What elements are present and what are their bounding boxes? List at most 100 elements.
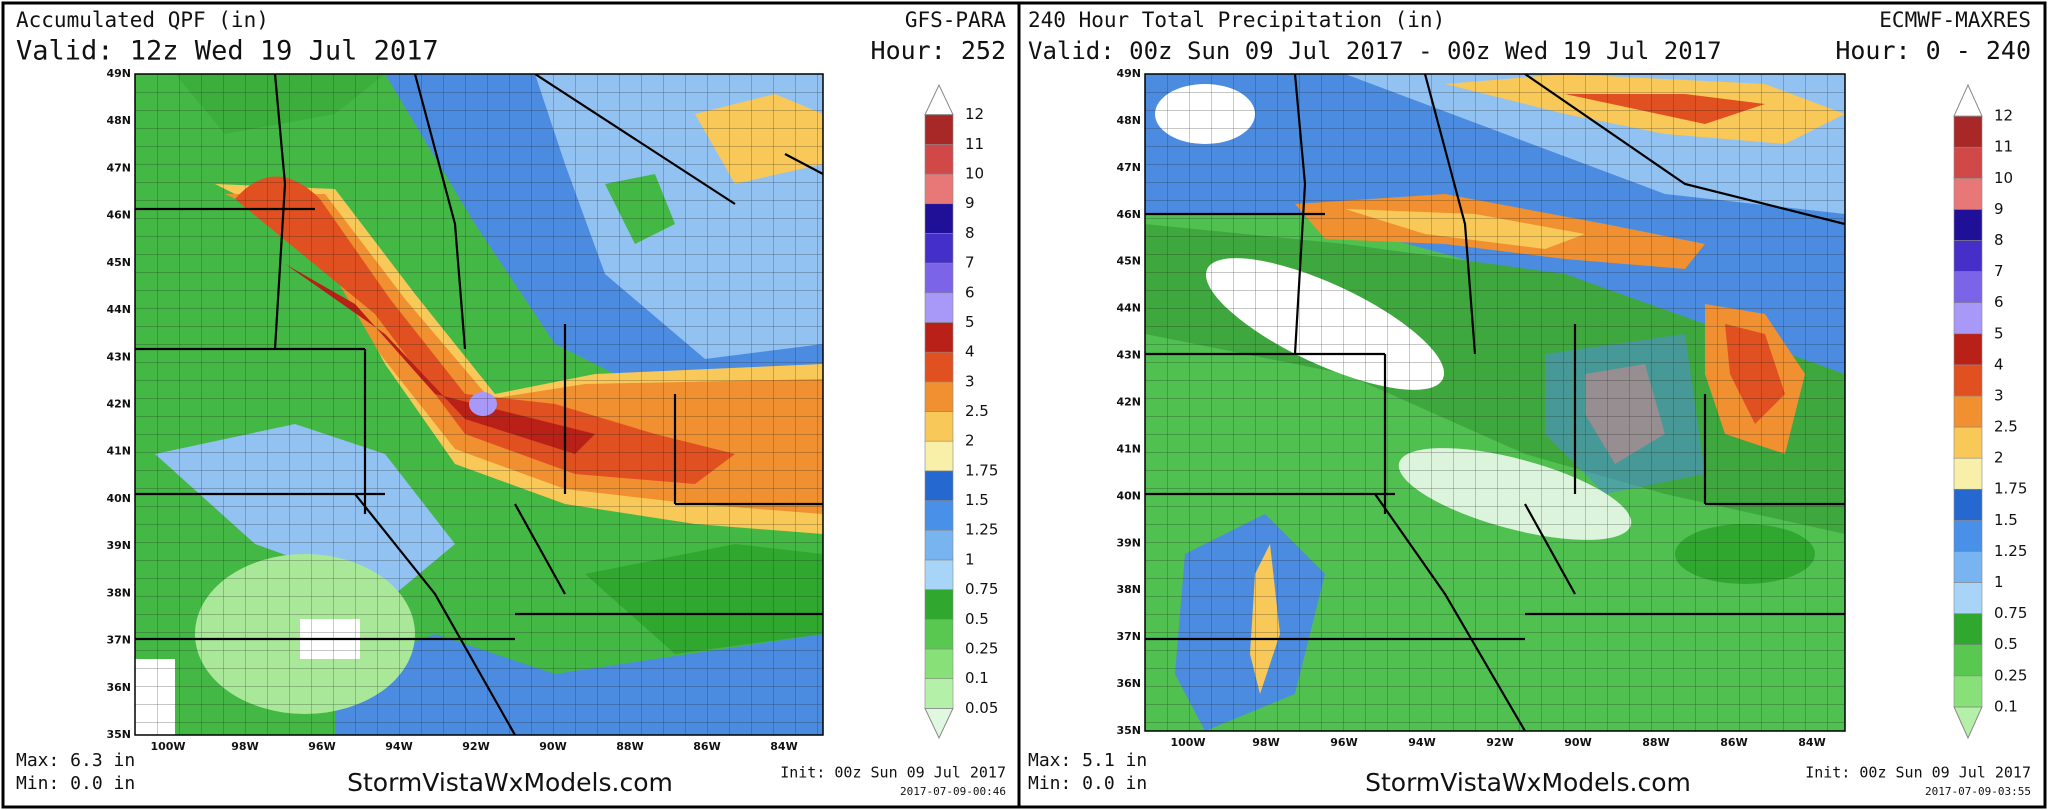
- max-value: Max: 5.1 in: [1028, 750, 1147, 771]
- latitude-label: 49N: [106, 67, 131, 80]
- latitude-label: 37N: [1116, 630, 1141, 643]
- map: [1145, 74, 1845, 731]
- latitude-label: 40N: [1116, 489, 1141, 502]
- colorbar-label: 1.75: [1994, 480, 2027, 498]
- colorbar-label: 2.5: [1994, 418, 2018, 436]
- longitude-label: 84W: [770, 740, 797, 753]
- init-time: Init: 00z Sun 09 Jul 2017: [1805, 764, 2031, 782]
- latitude-label: 35N: [1116, 724, 1141, 737]
- longitude-label: 90W: [539, 740, 566, 753]
- latitude-label: 38N: [1116, 583, 1141, 596]
- colorbar-box: [924, 173, 954, 205]
- colorbar-label: 0.1: [1994, 697, 2018, 715]
- longitude-label: 84W: [1798, 736, 1825, 749]
- latitude-label: 36N: [1116, 677, 1141, 690]
- panel-title: 240 Hour Total Precipitation (in): [1028, 8, 1445, 32]
- colorbar-box: [924, 678, 954, 709]
- panel-title: Accumulated QPF (in): [16, 8, 269, 32]
- colorbar-label: 0.05: [965, 699, 998, 717]
- latitude-label: 47N: [106, 161, 131, 174]
- colorbar-box: [1953, 333, 1983, 366]
- colorbar-box: [1953, 240, 1983, 272]
- colorbar-label: 12: [1994, 107, 2013, 125]
- colorbar-label: 1.25: [965, 521, 998, 539]
- colorbar-label: 7: [1994, 262, 2004, 280]
- colorbar-label: 2.5: [965, 402, 989, 420]
- latitude-label: 46N: [106, 209, 131, 222]
- latitude-label: 41N: [1116, 442, 1141, 455]
- colorbar-box: [1953, 488, 1983, 521]
- colorbar-label: 9: [965, 194, 975, 212]
- colorbar-label: 3: [1994, 386, 2004, 404]
- colorbar-box: [1953, 457, 1983, 490]
- colorbar-box: [1953, 209, 1983, 241]
- longitude-label: 86W: [1720, 736, 1747, 749]
- timestamp: 2017-07-09-00:46: [900, 785, 1006, 798]
- colorbar-label: 2: [965, 432, 975, 450]
- colorbar-label: 0.1: [965, 669, 989, 687]
- colorbar-label: 11: [965, 135, 984, 153]
- longitude-label: 90W: [1564, 736, 1591, 749]
- colorbar-box: [924, 411, 954, 442]
- valid-time: Valid: 12z Wed 19 Jul 2017: [16, 36, 439, 67]
- colorbar-label: 9: [1994, 200, 2004, 218]
- model-name: ECMWF-MAXRES: [1879, 8, 2031, 32]
- site-name: StormVistaWxModels.com: [347, 768, 673, 797]
- colorbar-box: [924, 233, 954, 264]
- colorbar-label: 11: [1994, 138, 2013, 156]
- colorbar-box: [924, 559, 954, 590]
- site-name: StormVistaWxModels.com: [1365, 768, 1691, 797]
- colorbar-box: [924, 262, 954, 294]
- colorbar-label: 0.25: [965, 639, 998, 657]
- colorbar-box: [924, 114, 954, 145]
- latitude-label: 48N: [1116, 114, 1141, 127]
- colorbar-box: [1953, 115, 1983, 148]
- map-border: [134, 73, 824, 736]
- colorbar-box: [924, 203, 954, 234]
- colorbar-box: [1953, 395, 1983, 428]
- colorbar-label: 8: [965, 224, 975, 242]
- colorbar-box: [924, 648, 954, 679]
- valid-time: Valid: 00z Sun 09 Jul 2017 - 00z Wed 19 …: [1028, 37, 1722, 65]
- colorbar-label: 0.75: [965, 580, 998, 598]
- colorbar-box: [1953, 582, 1983, 614]
- forecast-hour: Hour: 252: [871, 36, 1006, 65]
- min-value: Min: 0.0 in: [1028, 773, 1147, 794]
- colorbar-label: 5: [965, 313, 975, 331]
- model-name: GFS-PARA: [905, 8, 1007, 32]
- colorbar-box: [924, 351, 954, 383]
- colorbar-box: [924, 292, 954, 323]
- colorbar-arrow: [924, 83, 954, 116]
- colorbar-label: 1: [965, 550, 975, 568]
- latitude-label: 37N: [106, 634, 131, 647]
- latitude-label: 46N: [1116, 208, 1141, 221]
- longitude-label: 92W: [1486, 736, 1513, 749]
- colorbar-label: 2: [1994, 449, 2004, 467]
- longitude-label: 88W: [1642, 736, 1669, 749]
- colorbar-label: 6: [1994, 293, 2004, 311]
- colorbar-label: 5: [1994, 324, 2004, 342]
- latitude-label: 47N: [1116, 161, 1141, 174]
- colorbar-box: [1953, 644, 1983, 677]
- panel: 240 Hour Total Precipitation (in) Valid:…: [1028, 8, 2031, 798]
- colorbar-label: 4: [965, 343, 975, 361]
- colorbar-label: 0.75: [1994, 604, 2027, 622]
- colorbar-box: [924, 470, 954, 501]
- max-value: Max: 6.3 in: [16, 750, 135, 771]
- forecast-hour: Hour: 0 - 240: [1835, 36, 2031, 65]
- init-time: Init: 00z Sun 09 Jul 2017: [780, 764, 1006, 782]
- colorbar-box: [1953, 426, 1983, 459]
- latitude-label: 35N: [106, 728, 131, 741]
- latitude-label: 43N: [106, 350, 131, 363]
- longitude-label: 94W: [1408, 736, 1435, 749]
- latitude-label: 49N: [1116, 67, 1141, 80]
- colorbar-label: 0.5: [965, 610, 989, 628]
- colorbar-box: [1953, 364, 1983, 397]
- colorbar-arrow: [1953, 83, 1983, 117]
- colorbar-label: 1.5: [1994, 511, 2018, 529]
- colorbar-label: 10: [1994, 169, 2013, 187]
- longitude-label: 92W: [462, 740, 489, 753]
- colorbar-label: 0.25: [1994, 666, 2027, 684]
- longitude-label: 96W: [308, 740, 335, 753]
